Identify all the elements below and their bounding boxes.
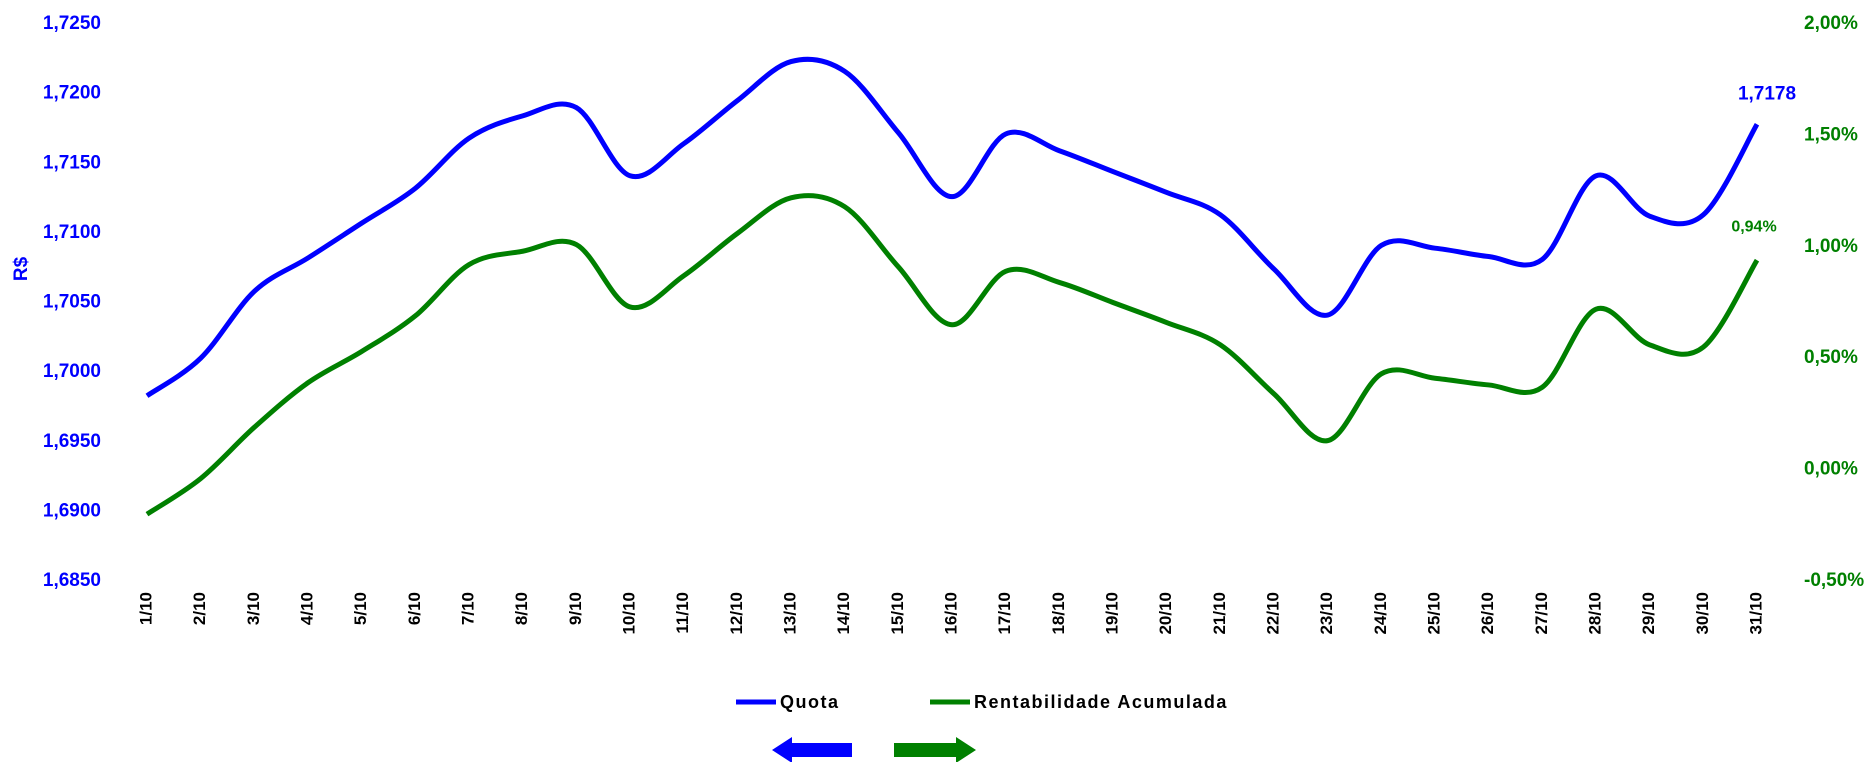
x-tick-label: 6/10 [405,592,424,625]
x-tick-label: 27/10 [1532,592,1551,635]
x-tick-label: 12/10 [727,592,746,635]
y2-tick-label: 1,00% [1804,236,1858,257]
left-arrow [772,737,852,762]
y-tick-label: 1,7200 [43,83,101,104]
series-line [145,56,1760,398]
series-line [145,193,1760,517]
right-arrow [894,737,976,762]
x-tick-label: 16/10 [941,592,960,635]
x-tick-label: 26/10 [1478,592,1497,635]
legend-label: Quota [780,692,840,712]
y-tick-label: 1,7250 [43,13,101,34]
x-tick-label: 13/10 [780,592,799,635]
legend-label: Rentabilidade Acumulada [974,692,1228,712]
y-axis-label: R$ [11,256,32,281]
x-tick-label: 19/10 [1102,592,1121,635]
x-tick-label: 23/10 [1317,592,1336,635]
x-tick-label: 20/10 [1156,592,1175,635]
x-tick-label: 30/10 [1693,592,1712,635]
x-tick-label: 28/10 [1585,592,1604,635]
x-tick-label: 24/10 [1371,592,1390,635]
x-tick-label: 4/10 [297,592,316,625]
x-tick-label: 1/10 [136,592,155,625]
y-tick-label: 1,6950 [43,431,101,452]
x-tick-label: 8/10 [512,592,531,625]
x-tick-label: 21/10 [1210,592,1229,635]
y-tick-label: 1,7100 [43,222,101,243]
x-tick-label: 29/10 [1639,592,1658,635]
data-label: 1,7178 [1738,83,1796,104]
y-tick-label: 1,6850 [43,570,101,591]
x-tick-label: 18/10 [1049,592,1068,635]
x-tick-label: 10/10 [619,592,638,635]
x-tick-label: 2/10 [190,592,209,625]
y2-tick-label: 0,00% [1804,459,1858,480]
y-tick-label: 1,7150 [43,152,101,173]
y2-tick-label: 0,50% [1804,347,1858,368]
x-tick-label: 31/10 [1746,592,1765,635]
x-tick-label: 14/10 [834,592,853,635]
x-tick-label: 3/10 [244,592,263,625]
x-tick-label: 22/10 [1263,592,1282,635]
y-tick-label: 1,7000 [43,361,101,382]
y-tick-label: 1,6900 [43,500,101,521]
x-tick-label: 17/10 [995,592,1014,635]
x-tick-label: 7/10 [458,592,477,625]
x-tick-label: 25/10 [1424,592,1443,635]
y-tick-label: 1,7050 [43,292,101,313]
y2-tick-label: 2,00% [1804,13,1858,34]
x-tick-label: 11/10 [673,592,692,634]
y2-tick-label: 1,50% [1804,124,1858,145]
x-tick-label: 5/10 [351,592,370,625]
x-tick-label: 15/10 [888,592,907,635]
y2-tick-label: -0,50% [1804,570,1864,591]
x-tick-label: 9/10 [566,592,585,625]
data-label: 0,94% [1731,218,1776,235]
